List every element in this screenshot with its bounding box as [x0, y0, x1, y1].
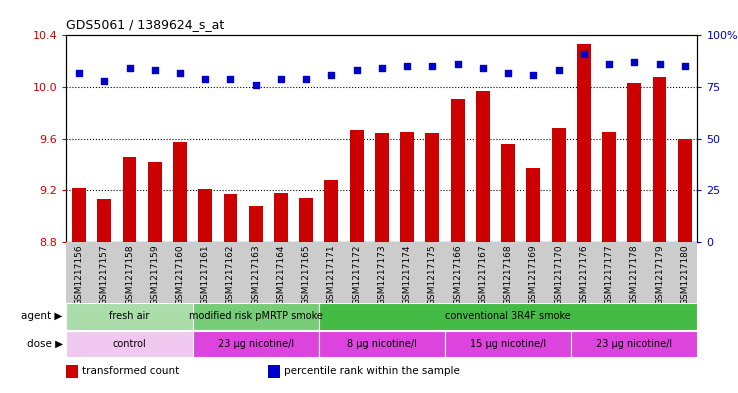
- Text: GSM1217159: GSM1217159: [151, 245, 159, 305]
- Text: 23 μg nicotine/l: 23 μg nicotine/l: [218, 339, 294, 349]
- Text: GSM1217166: GSM1217166: [453, 245, 462, 305]
- Text: GSM1217178: GSM1217178: [630, 245, 639, 305]
- Point: [603, 61, 615, 67]
- Point: [124, 65, 136, 72]
- Point: [300, 75, 312, 82]
- Text: GSM1217161: GSM1217161: [201, 245, 210, 305]
- Text: 8 μg nicotine/l: 8 μg nicotine/l: [347, 339, 417, 349]
- Point: [528, 72, 539, 78]
- Text: GDS5061 / 1389624_s_at: GDS5061 / 1389624_s_at: [66, 18, 224, 31]
- Point: [679, 63, 691, 70]
- Point: [73, 69, 85, 75]
- Bar: [551, 128, 565, 242]
- Text: GSM1217174: GSM1217174: [403, 245, 412, 305]
- Text: GSM1217175: GSM1217175: [428, 245, 437, 305]
- Text: GSM1217172: GSM1217172: [352, 245, 361, 305]
- Text: 23 μg nicotine/l: 23 μg nicotine/l: [596, 339, 672, 349]
- Point: [553, 67, 565, 73]
- Text: fresh air: fresh air: [109, 311, 150, 321]
- Text: GSM1217168: GSM1217168: [503, 245, 513, 305]
- Point: [149, 67, 161, 73]
- Bar: [350, 130, 364, 242]
- Point: [249, 82, 261, 88]
- Bar: [97, 199, 111, 242]
- Bar: [652, 77, 666, 242]
- Text: dose ▶: dose ▶: [27, 339, 63, 349]
- Bar: [400, 132, 414, 242]
- Text: conventional 3R4F smoke: conventional 3R4F smoke: [445, 311, 571, 321]
- Bar: [602, 132, 616, 242]
- Bar: [445, 331, 571, 357]
- Bar: [425, 133, 439, 242]
- Bar: [571, 331, 697, 357]
- Text: 15 μg nicotine/l: 15 μg nicotine/l: [470, 339, 546, 349]
- Text: GSM1217171: GSM1217171: [327, 245, 336, 305]
- Text: GSM1217173: GSM1217173: [377, 245, 387, 305]
- Text: GSM1217164: GSM1217164: [277, 245, 286, 305]
- Point: [477, 65, 489, 72]
- Point: [325, 72, 337, 78]
- Point: [98, 77, 110, 84]
- Point: [578, 51, 590, 57]
- Point: [452, 61, 463, 67]
- Bar: [319, 331, 445, 357]
- Bar: [249, 206, 263, 242]
- Bar: [274, 193, 288, 242]
- Text: percentile rank within the sample: percentile rank within the sample: [284, 366, 460, 376]
- Bar: [526, 168, 540, 242]
- Bar: [319, 303, 697, 330]
- Text: control: control: [113, 339, 146, 349]
- Bar: [677, 139, 692, 242]
- Point: [427, 63, 438, 70]
- Text: GSM1217156: GSM1217156: [75, 245, 83, 305]
- Text: agent ▶: agent ▶: [21, 311, 63, 321]
- Text: GSM1217160: GSM1217160: [176, 245, 184, 305]
- Text: GSM1217158: GSM1217158: [125, 245, 134, 305]
- Point: [401, 63, 413, 70]
- Bar: [476, 91, 490, 242]
- Text: GSM1217176: GSM1217176: [579, 245, 588, 305]
- Point: [224, 75, 236, 82]
- Text: modified risk pMRTP smoke: modified risk pMRTP smoke: [189, 311, 323, 321]
- Bar: [193, 303, 319, 330]
- Bar: [577, 44, 591, 242]
- Bar: [199, 189, 213, 242]
- Text: GSM1217162: GSM1217162: [226, 245, 235, 305]
- Point: [275, 75, 287, 82]
- Point: [174, 69, 186, 75]
- Bar: [66, 365, 77, 378]
- Bar: [193, 331, 319, 357]
- Bar: [299, 198, 313, 242]
- Text: GSM1217177: GSM1217177: [604, 245, 613, 305]
- Bar: [72, 187, 86, 242]
- Bar: [501, 144, 515, 242]
- Text: GSM1217165: GSM1217165: [302, 245, 311, 305]
- Text: GSM1217170: GSM1217170: [554, 245, 563, 305]
- Bar: [66, 303, 193, 330]
- Point: [199, 75, 211, 82]
- Bar: [269, 365, 280, 378]
- Bar: [123, 156, 137, 242]
- Bar: [66, 331, 193, 357]
- Bar: [148, 162, 162, 242]
- Text: GSM1217169: GSM1217169: [529, 245, 538, 305]
- Text: GSM1217163: GSM1217163: [251, 245, 261, 305]
- Text: transformed count: transformed count: [82, 366, 179, 376]
- Point: [629, 59, 641, 65]
- Bar: [173, 142, 187, 242]
- Point: [654, 61, 666, 67]
- Text: GSM1217180: GSM1217180: [680, 245, 689, 305]
- Point: [351, 67, 362, 73]
- Text: GSM1217167: GSM1217167: [478, 245, 487, 305]
- Text: GSM1217157: GSM1217157: [100, 245, 108, 305]
- Point: [376, 65, 388, 72]
- Text: GSM1217179: GSM1217179: [655, 245, 664, 305]
- Bar: [451, 99, 465, 242]
- Bar: [627, 83, 641, 242]
- Bar: [224, 194, 238, 242]
- Bar: [325, 180, 339, 242]
- Bar: [375, 133, 389, 242]
- Point: [502, 69, 514, 75]
